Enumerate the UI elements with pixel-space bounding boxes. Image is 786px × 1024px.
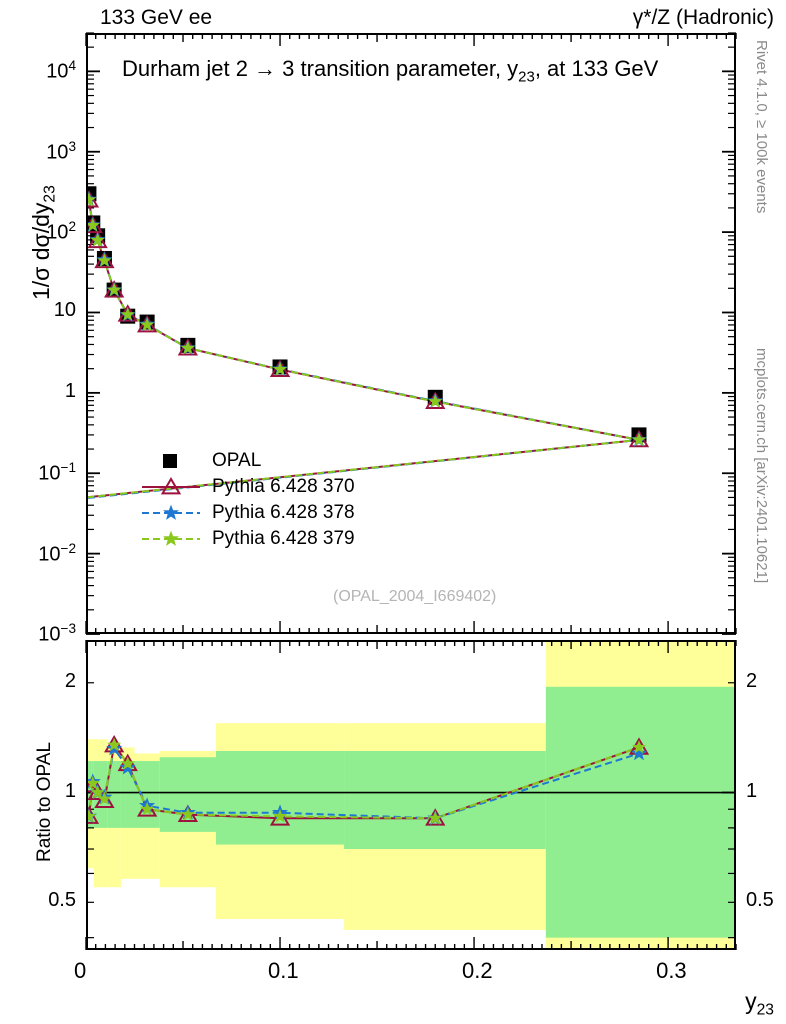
legend-star-marker — [162, 530, 180, 546]
legend-label: Pythia 6.428 370 — [212, 476, 355, 497]
x-axis-title-sub: 23 — [756, 1001, 774, 1019]
marker-star-379 — [272, 361, 288, 376]
marker-star-379 — [120, 307, 135, 321]
marker-star-379 — [97, 253, 112, 267]
ratio-marker-star-379 — [86, 809, 96, 823]
marker-star-379 — [86, 192, 96, 206]
x-tick-label: 0 — [74, 958, 87, 983]
main-y-tick-label: 10 — [53, 299, 76, 322]
legend-item[interactable]: Pythia 6.428 379 — [140, 526, 355, 552]
ratio-marker-star-379 — [180, 807, 195, 821]
legend-key — [140, 474, 202, 500]
legend-item[interactable]: Pythia 6.428 370 — [140, 474, 355, 500]
legend-triangle-marker — [160, 477, 182, 495]
band-inner — [344, 750, 546, 850]
ratio-marker-star-379 — [86, 775, 100, 790]
main-plot-frame — [86, 33, 736, 634]
ratio-marker-star-379 — [140, 801, 155, 816]
ratio-marker-star-378 — [630, 745, 647, 761]
x-axis-title: y23 — [745, 988, 774, 1020]
legend-star-marker — [162, 504, 180, 520]
ratio-y-tick-label-left: 2 — [64, 669, 76, 692]
analysis-id-watermark: (OPAL_2004_I669402) — [333, 588, 497, 605]
marker-star-379 — [631, 432, 647, 446]
main-data-series — [86, 186, 650, 500]
x-tick-label: 0.1 — [268, 958, 299, 983]
main-y-tick-label: 10−2 — [38, 540, 76, 566]
ratio-uncertainty-bands — [86, 641, 736, 950]
main-y-tick-label: 10−3 — [38, 621, 76, 646]
ratio-series-line — [87, 746, 640, 820]
ratio-series-line — [87, 742, 640, 820]
plot-title-sub: 23 — [518, 68, 535, 86]
ratio-y-tick-label-right: 2 — [746, 669, 758, 692]
main-y-tick-label: 103 — [46, 138, 76, 164]
opal-data-marker — [86, 186, 97, 202]
marker-star-379 — [90, 232, 105, 247]
band-inner — [545, 686, 736, 938]
legend-label: OPAL — [212, 450, 262, 471]
ratio-marker-star-379 — [631, 739, 647, 754]
header-left-label: 133 GeV ee — [100, 6, 213, 29]
x-tick-label: 0.3 — [656, 958, 687, 983]
legend-key — [140, 526, 202, 552]
legend-label: Pythia 6.428 378 — [212, 502, 355, 523]
x-axis-title-pre: y — [745, 988, 757, 1014]
ratio-y-tick-label-left: 0.5 — [48, 889, 76, 912]
ratio-y-tick-label-right: 0.5 — [746, 889, 774, 912]
ratio-y-tick-label-left: 1 — [64, 779, 76, 802]
main-y-tick-label: 10−1 — [38, 460, 76, 485]
ratio-marker-star-379 — [272, 809, 288, 823]
legend-key — [140, 448, 202, 474]
main-y-tick-label: 102 — [46, 219, 76, 244]
ratio-marker-star-379 — [97, 791, 112, 806]
main-y-tick-label: 104 — [46, 58, 76, 83]
legend-key — [140, 500, 202, 526]
marker-star-379 — [180, 340, 195, 355]
main-y-tick-label: 1 — [64, 379, 76, 402]
band-inner — [159, 757, 216, 832]
legend-item[interactable]: OPAL — [140, 448, 355, 474]
header-right-label: γ*/Z (Hadronic) — [632, 6, 774, 29]
ratio-data-series — [86, 735, 650, 826]
ratio-y-tick-label-right: 1 — [746, 779, 758, 802]
ratio-marker-star-379 — [428, 810, 443, 825]
ratio-marker-star-378 — [119, 759, 136, 775]
band-inner — [120, 761, 135, 828]
x-tick-label: 0.2 — [462, 958, 493, 983]
ratio-plot-frame — [86, 640, 736, 950]
band-inner — [86, 761, 92, 828]
legend-item[interactable]: Pythia 6.428 378 — [140, 500, 355, 526]
legend-label: Pythia 6.428 379 — [212, 528, 355, 549]
marker-star-379 — [107, 282, 122, 297]
marker-star-379 — [428, 394, 443, 408]
ratio-marker-star-379 — [107, 737, 122, 752]
legend-square-marker — [163, 454, 177, 468]
marker-star-379 — [140, 317, 155, 331]
ratio-marker-triangle-370 — [94, 790, 115, 809]
band-inner — [107, 761, 121, 828]
plot-title-post: , at 133 GeV — [534, 56, 659, 81]
plot-title: Durham jet 2 → 3 transition parameter, y… — [122, 56, 658, 85]
band-inner — [216, 750, 345, 845]
band-inner — [134, 761, 160, 828]
legend: OPAL Pythia 6.428 370 Pythia 6.428 378 Pyth… — [140, 448, 355, 552]
plot-title-pre: Durham jet 2 → 3 transition parameter, y — [122, 56, 519, 81]
ratio-marker-star-379 — [120, 756, 135, 770]
marker-star-379 — [86, 218, 100, 232]
ratio-marker-star-379 — [90, 785, 105, 799]
